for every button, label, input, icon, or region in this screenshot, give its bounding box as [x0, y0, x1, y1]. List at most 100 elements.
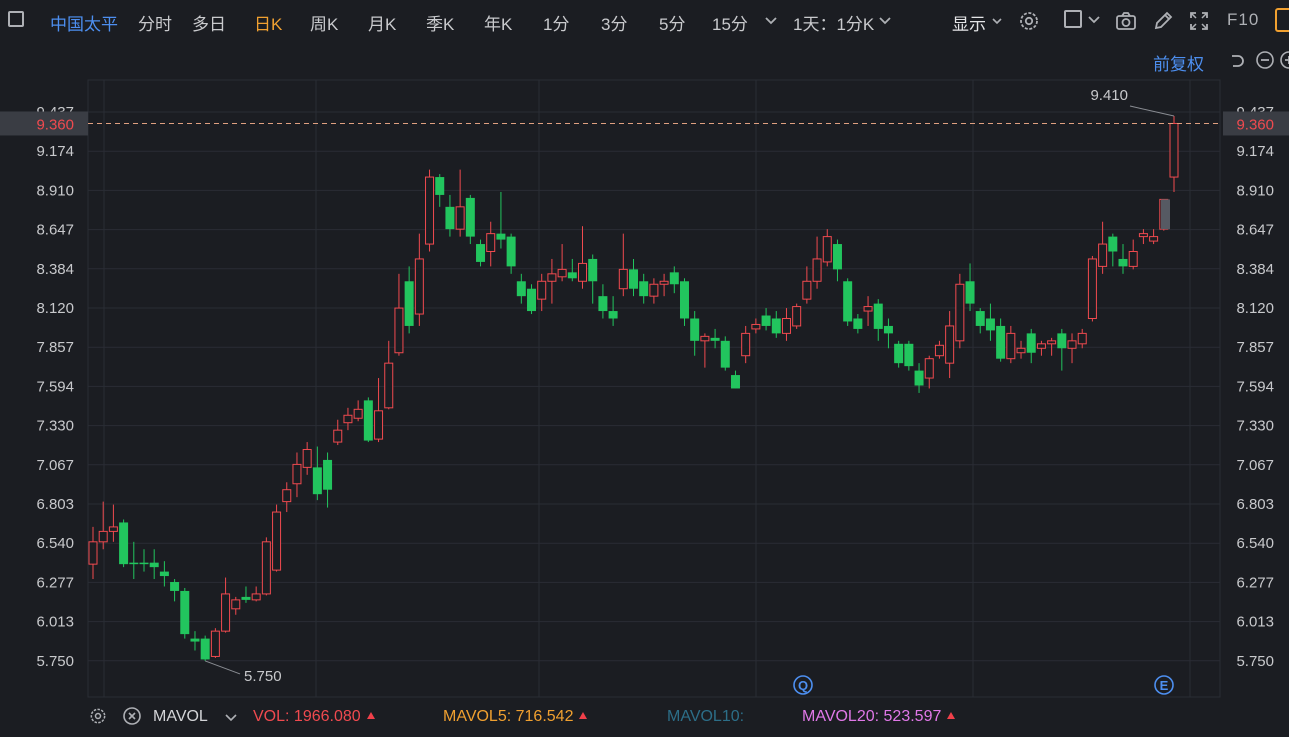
- candle-body-up: [802, 280, 812, 300]
- candle-body-down: [190, 638, 200, 642]
- tab-weekly-k[interactable]: 周K: [310, 15, 339, 34]
- candle-body-down: [496, 233, 506, 240]
- candle-body-up: [924, 358, 934, 379]
- candle-body-up: [537, 280, 547, 300]
- candle-body-up: [1067, 340, 1077, 349]
- candle-body-down: [527, 288, 537, 312]
- price-adjust-menu[interactable]: 前复权: [1153, 55, 1204, 74]
- chart-toolbar: 中国太平 分时 多日 日K 周K 月K 季K 年K 1分 3分 5分 15分 1…: [0, 0, 1289, 42]
- indicator-bar: MAVOL VOL: 1966.080 MAVOL5: 716.542 MAVO…: [0, 700, 1289, 737]
- candle-body-down: [771, 318, 781, 334]
- current-price-label-left: 9.360: [36, 116, 74, 133]
- candle-body-down: [435, 177, 445, 195]
- price-tick-label-left: 6.277: [36, 574, 74, 591]
- gear-icon[interactable]: [88, 706, 108, 726]
- panel-toggle-icon[interactable]: [1275, 8, 1289, 32]
- candle-body-up: [221, 593, 231, 632]
- candle-body-down: [363, 400, 373, 441]
- checkbox-icon[interactable]: [1064, 10, 1082, 28]
- tab-15min[interactable]: 15分: [712, 15, 748, 34]
- camera-icon[interactable]: [1114, 9, 1138, 33]
- candle-body-down: [914, 370, 924, 386]
- price-tick-label-left: 8.647: [36, 222, 74, 239]
- candle-body-up: [781, 317, 791, 334]
- candle-body-up: [1036, 343, 1046, 349]
- candle-body-up: [425, 176, 435, 245]
- price-tick-label-right: 8.384: [1236, 261, 1274, 278]
- candle-body-down: [588, 258, 598, 282]
- candle-body-down: [843, 281, 853, 322]
- pencil-icon[interactable]: [1151, 9, 1175, 33]
- candle-body-down: [1118, 258, 1128, 267]
- fullscreen-icon[interactable]: [1187, 9, 1211, 33]
- candle-body-down: [1057, 333, 1067, 349]
- candle-body-down: [679, 281, 689, 319]
- candle-body-down: [629, 269, 638, 289]
- zoom-in-icon[interactable]: [1279, 50, 1289, 70]
- candle-body-up: [1098, 243, 1108, 267]
- candle-body-down: [445, 206, 455, 230]
- tab-daily-k[interactable]: 日K: [254, 15, 283, 34]
- stock-name[interactable]: 中国太平: [50, 15, 118, 34]
- candle-body-up: [557, 268, 567, 278]
- price-tick-label-left: 7.857: [36, 339, 74, 356]
- low-marker-line: [205, 660, 241, 675]
- price-tick-label-left: 6.803: [36, 496, 74, 513]
- chevron-down-icon[interactable]: [990, 14, 1004, 28]
- chevron-down-icon[interactable]: [1086, 12, 1102, 28]
- tab-quarterly-k[interactable]: 季K: [426, 15, 455, 34]
- candle-body-up: [659, 280, 669, 285]
- candle-body-up: [547, 273, 557, 282]
- candle-body-down: [761, 315, 771, 326]
- candle-body-down: [720, 340, 730, 368]
- candle-body-up: [1128, 251, 1138, 267]
- chevron-down-icon[interactable]: [222, 708, 240, 726]
- f10-button[interactable]: F10: [1227, 10, 1260, 29]
- zoom-out-icon[interactable]: [1255, 50, 1275, 70]
- period-combo[interactable]: 1天：1分K: [793, 15, 875, 34]
- display-menu[interactable]: 显示: [952, 15, 986, 34]
- candle-body-down: [975, 311, 985, 326]
- vol-readout: VOL: 1966.080: [253, 708, 375, 726]
- high-price-label: 9.410: [1090, 87, 1128, 104]
- mavol5-readout: MAVOL5: 716.542: [443, 708, 588, 726]
- tab-yearly-k[interactable]: 年K: [484, 15, 513, 34]
- candle-body-up: [394, 307, 404, 354]
- price-tick-label-left: 6.013: [36, 614, 74, 631]
- candle-body-down: [1026, 333, 1036, 353]
- sidebar-toggle-icon[interactable]: [8, 11, 24, 27]
- price-tick-label-right: 7.594: [1236, 378, 1274, 395]
- candle-body-down: [139, 562, 149, 565]
- indicator-name[interactable]: MAVOL: [153, 708, 208, 725]
- candle-body-down: [465, 197, 475, 237]
- candle-body-up: [343, 414, 353, 424]
- candle-body-down: [180, 590, 190, 635]
- tab-multi-day[interactable]: 多日: [192, 15, 226, 34]
- candle-body-down: [119, 522, 129, 565]
- event-marker-q[interactable]: [793, 675, 813, 695]
- gear-icon[interactable]: [1017, 9, 1041, 33]
- candle-body-up: [353, 408, 363, 419]
- up-arrow-icon: [947, 712, 956, 719]
- price-gap-block: [1161, 199, 1170, 230]
- tab-1min[interactable]: 1分: [543, 15, 570, 34]
- chevron-down-icon[interactable]: [874, 10, 896, 32]
- tab-intraday[interactable]: 分时: [138, 15, 172, 34]
- candle-body-up: [955, 283, 965, 342]
- candle-body-up: [282, 489, 292, 503]
- tab-5min[interactable]: 5分: [659, 15, 686, 34]
- close-icon[interactable]: [122, 706, 142, 726]
- price-tick-label-right: 5.750: [1236, 653, 1274, 670]
- price-tick-label-right: 6.013: [1236, 614, 1274, 631]
- tab-3min[interactable]: 3分: [601, 15, 628, 34]
- candle-body-up: [934, 344, 944, 357]
- candle-body-up: [108, 526, 118, 532]
- current-price-tag-left: [0, 111, 88, 136]
- candle-body-down: [639, 281, 649, 297]
- event-marker-e[interactable]: [1154, 675, 1174, 695]
- undo-icon[interactable]: [1227, 50, 1247, 70]
- chevron-down-icon[interactable]: [760, 10, 782, 32]
- candle-body-up: [822, 236, 832, 263]
- tab-monthly-k[interactable]: 月K: [368, 15, 397, 34]
